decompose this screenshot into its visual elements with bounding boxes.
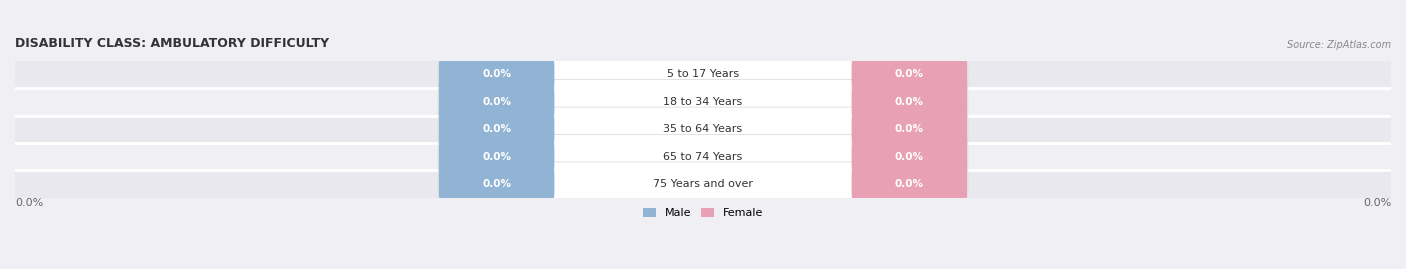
- FancyBboxPatch shape: [439, 56, 554, 93]
- Text: DISABILITY CLASS: AMBULATORY DIFFICULTY: DISABILITY CLASS: AMBULATORY DIFFICULTY: [15, 37, 329, 50]
- Text: 0.0%: 0.0%: [894, 69, 924, 79]
- Bar: [15, 116, 1391, 143]
- FancyBboxPatch shape: [439, 107, 967, 151]
- FancyBboxPatch shape: [852, 111, 967, 148]
- FancyBboxPatch shape: [439, 83, 554, 120]
- Bar: [15, 171, 1391, 198]
- Text: 65 to 74 Years: 65 to 74 Years: [664, 152, 742, 162]
- Bar: [15, 143, 1391, 171]
- FancyBboxPatch shape: [852, 83, 967, 120]
- Text: 0.0%: 0.0%: [482, 97, 512, 107]
- Text: 0.0%: 0.0%: [482, 179, 512, 189]
- Text: 0.0%: 0.0%: [894, 179, 924, 189]
- FancyBboxPatch shape: [852, 138, 967, 175]
- Text: 0.0%: 0.0%: [894, 124, 924, 134]
- Text: 0.0%: 0.0%: [482, 69, 512, 79]
- FancyBboxPatch shape: [439, 80, 967, 124]
- Text: 0.0%: 0.0%: [894, 97, 924, 107]
- Text: 5 to 17 Years: 5 to 17 Years: [666, 69, 740, 79]
- Bar: [15, 88, 1391, 116]
- FancyBboxPatch shape: [439, 138, 554, 175]
- Text: 0.0%: 0.0%: [1362, 198, 1391, 208]
- FancyBboxPatch shape: [439, 162, 967, 206]
- FancyBboxPatch shape: [852, 56, 967, 93]
- Text: 0.0%: 0.0%: [482, 152, 512, 162]
- Text: 0.0%: 0.0%: [482, 124, 512, 134]
- FancyBboxPatch shape: [852, 166, 967, 203]
- Legend: Male, Female: Male, Female: [638, 203, 768, 222]
- Text: 0.0%: 0.0%: [894, 152, 924, 162]
- FancyBboxPatch shape: [439, 111, 554, 148]
- Text: 75 Years and over: 75 Years and over: [652, 179, 754, 189]
- FancyBboxPatch shape: [439, 52, 967, 97]
- Bar: [15, 61, 1391, 88]
- FancyBboxPatch shape: [439, 134, 967, 179]
- Text: Source: ZipAtlas.com: Source: ZipAtlas.com: [1286, 40, 1391, 50]
- Text: 35 to 64 Years: 35 to 64 Years: [664, 124, 742, 134]
- Text: 0.0%: 0.0%: [15, 198, 44, 208]
- FancyBboxPatch shape: [439, 166, 554, 203]
- Text: 18 to 34 Years: 18 to 34 Years: [664, 97, 742, 107]
